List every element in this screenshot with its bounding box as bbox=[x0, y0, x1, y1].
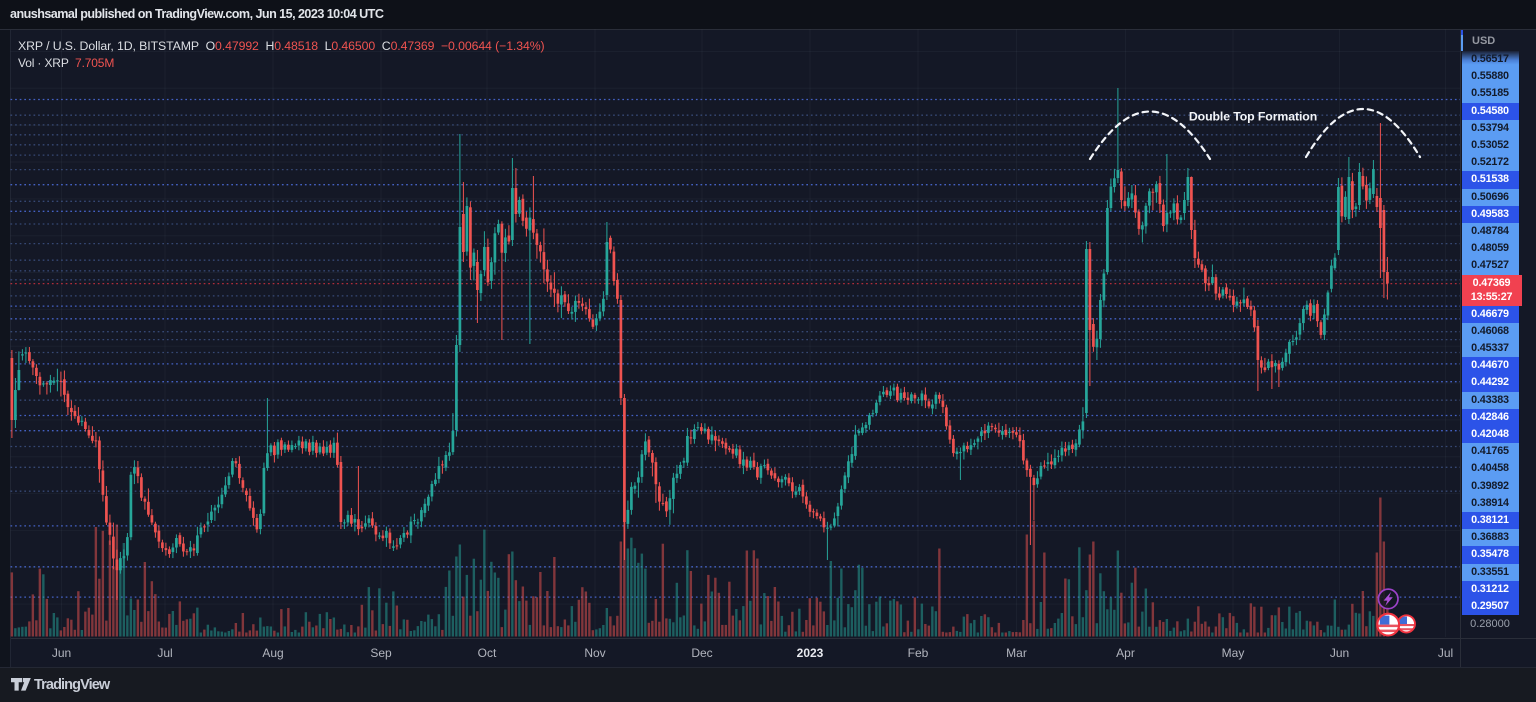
svg-text:Double Top Formation: Double Top Formation bbox=[1189, 110, 1317, 124]
